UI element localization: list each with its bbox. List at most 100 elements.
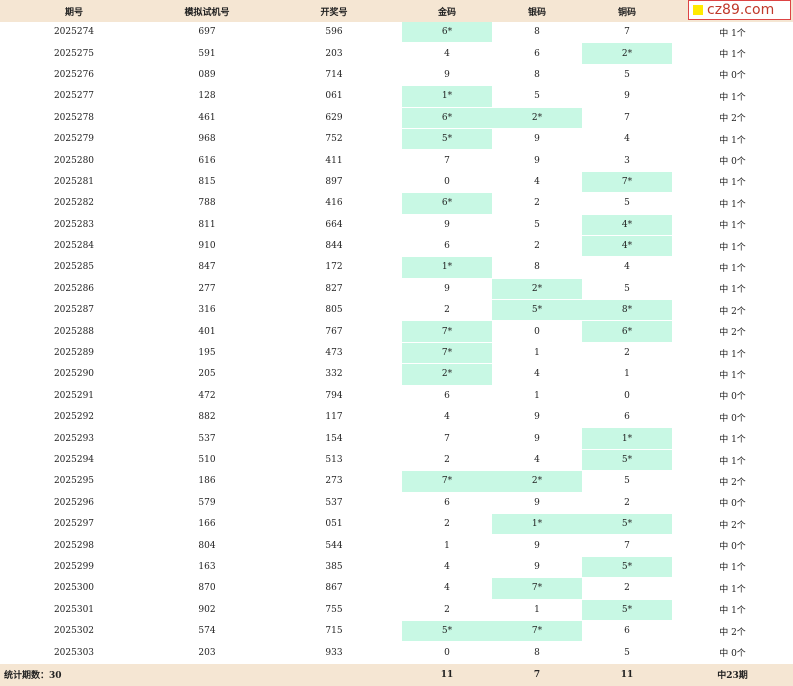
table-row: 2025293 537 154 7 9 1* 中 1个 — [0, 427, 793, 450]
silver-cell: 9 — [492, 427, 582, 450]
hits-cell: 中 0个 — [672, 492, 793, 514]
table-row: 2025295 186 273 7* 2* 5 中 2个 — [0, 470, 793, 493]
issue-cell: 2025286 — [0, 278, 148, 301]
gold-cell: 6 — [402, 385, 492, 408]
draw-cell: 117 — [266, 406, 402, 429]
draw-cell: 897 — [266, 171, 402, 194]
copper-cell: 0 — [582, 385, 672, 408]
sim-cell: 089 — [148, 64, 266, 87]
header-row: 期号 模拟试机号 开奖号 金码 银码 铜码 — [0, 0, 793, 22]
silver-cell: 9 — [492, 556, 582, 579]
copper-cell: 4 — [582, 256, 672, 279]
sim-cell: 401 — [148, 320, 266, 343]
copper-cell: 8* — [582, 299, 672, 322]
copper-cell: 5* — [582, 449, 672, 472]
copper-cell: 2 — [582, 492, 672, 514]
sim-cell: 616 — [148, 149, 266, 172]
sim-cell: 815 — [148, 171, 266, 194]
table-row: 2025280 616 411 7 9 3 中 0个 — [0, 149, 793, 172]
draw-cell: 629 — [266, 107, 402, 129]
footer-count: 统计期数：30 — [0, 663, 148, 686]
table-row: 2025299 163 385 4 9 5* 中 1个 — [0, 556, 793, 579]
footer-row: 统计期数：30 11 7 11 中23期 — [0, 663, 793, 686]
silver-cell: 7* — [492, 577, 582, 600]
copper-cell: 5 — [582, 641, 672, 664]
gold-cell: 6 — [402, 492, 492, 514]
silver-cell: 7* — [492, 620, 582, 643]
footer-copper-total: 11 — [582, 663, 672, 686]
issue-cell: 2025283 — [0, 214, 148, 236]
draw-cell: 154 — [266, 427, 402, 450]
silver-cell: 1* — [492, 513, 582, 536]
copper-cell: 2 — [582, 342, 672, 365]
issue-cell: 2025279 — [0, 128, 148, 151]
draw-cell: 827 — [266, 278, 402, 301]
hits-cell: 中 0个 — [672, 406, 793, 429]
issue-cell: 2025296 — [0, 492, 148, 514]
draw-cell: 596 — [266, 22, 402, 44]
sim-cell: 882 — [148, 406, 266, 429]
draw-cell: 755 — [266, 599, 402, 621]
table-row: 2025296 579 537 6 9 2 中 0个 — [0, 492, 793, 514]
silver-cell: 8 — [492, 641, 582, 664]
gold-cell: 2 — [402, 599, 492, 621]
hits-cell: 中 1个 — [672, 171, 793, 194]
silver-cell: 2* — [492, 470, 582, 493]
issue-cell: 2025278 — [0, 107, 148, 129]
silver-cell: 8 — [492, 256, 582, 279]
sim-cell: 461 — [148, 107, 266, 129]
table-row: 2025287 316 805 2 5* 8* 中 2个 — [0, 299, 793, 322]
hits-cell: 中 0个 — [672, 534, 793, 557]
copper-cell: 7 — [582, 534, 672, 557]
silver-cell: 4 — [492, 171, 582, 194]
copper-cell: 4 — [582, 128, 672, 151]
draw-cell: 411 — [266, 149, 402, 172]
issue-cell: 2025295 — [0, 470, 148, 493]
issue-cell: 2025299 — [0, 556, 148, 579]
copper-cell: 1* — [582, 427, 672, 450]
silver-cell: 1 — [492, 342, 582, 365]
issue-cell: 2025293 — [0, 427, 148, 450]
issue-cell: 2025281 — [0, 171, 148, 194]
copper-cell: 5* — [582, 513, 672, 536]
hits-cell: 中 1个 — [672, 85, 793, 108]
silver-cell: 8 — [492, 22, 582, 44]
copper-cell: 5 — [582, 64, 672, 87]
table-row: 2025277 128 061 1* 5 9 中 1个 — [0, 85, 793, 108]
draw-cell: 473 — [266, 342, 402, 365]
copper-cell: 7* — [582, 171, 672, 194]
draw-cell: 273 — [266, 470, 402, 493]
gold-cell: 2 — [402, 299, 492, 322]
hits-cell: 中 1个 — [672, 235, 793, 258]
copper-cell: 6 — [582, 620, 672, 643]
gold-cell: 2 — [402, 513, 492, 536]
issue-cell: 2025289 — [0, 342, 148, 365]
sim-cell: 472 — [148, 385, 266, 408]
draw-cell: 061 — [266, 85, 402, 108]
gold-cell: 1* — [402, 256, 492, 279]
hits-cell: 中 1个 — [672, 22, 793, 44]
table-row: 2025284 910 844 6 2 4* 中 1个 — [0, 235, 793, 258]
copper-cell: 5* — [582, 599, 672, 621]
draw-cell: 767 — [266, 320, 402, 343]
footer-empty — [148, 663, 266, 686]
col-header-issue: 期号 — [0, 0, 148, 22]
copper-cell: 4* — [582, 235, 672, 258]
gold-cell: 6* — [402, 192, 492, 215]
table-row: 2025298 804 544 1 9 7 中 0个 — [0, 534, 793, 557]
draw-cell: 385 — [266, 556, 402, 579]
draw-cell: 051 — [266, 513, 402, 536]
sim-cell: 186 — [148, 470, 266, 493]
silver-cell: 9 — [492, 406, 582, 429]
silver-cell: 4 — [492, 449, 582, 472]
site-logo[interactable]: cz89.com — [688, 0, 791, 20]
gold-cell: 9 — [402, 278, 492, 301]
issue-cell: 2025277 — [0, 85, 148, 108]
table-row: 2025291 472 794 6 1 0 中 0个 — [0, 385, 793, 408]
gold-cell: 1* — [402, 85, 492, 108]
table-row: 2025289 195 473 7* 1 2 中 1个 — [0, 342, 793, 365]
draw-cell: 537 — [266, 492, 402, 514]
issue-cell: 2025284 — [0, 235, 148, 258]
sim-cell: 166 — [148, 513, 266, 536]
sim-cell: 811 — [148, 214, 266, 236]
